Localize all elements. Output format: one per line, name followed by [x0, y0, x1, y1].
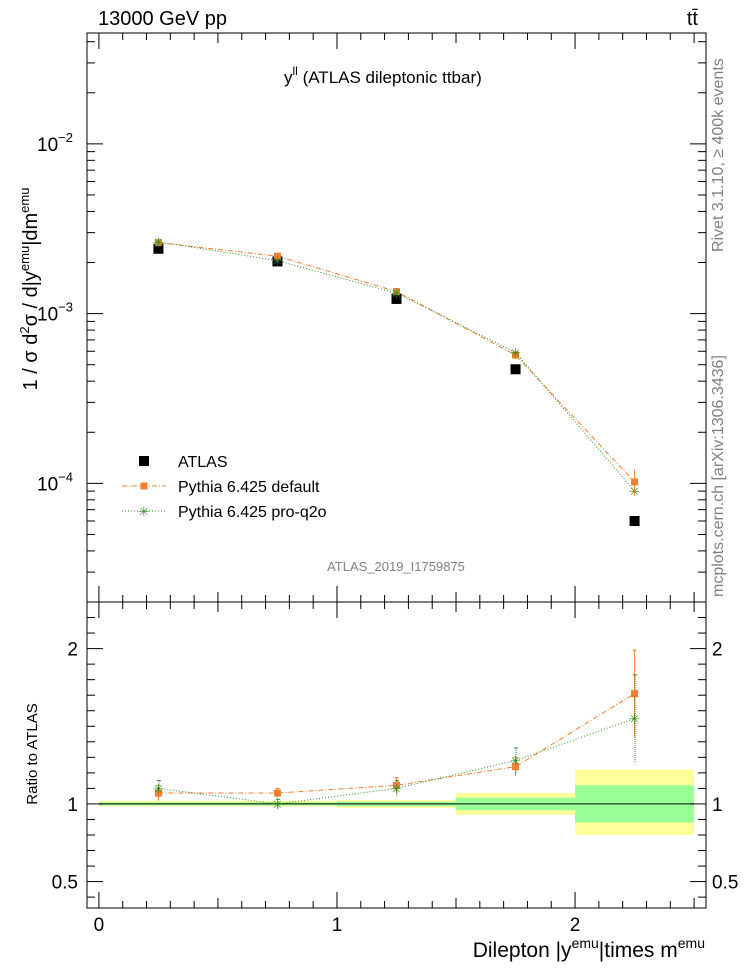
energy-label: 13000 GeV pp: [98, 8, 227, 30]
default-point: [512, 351, 520, 359]
x-axis-label: Dilepton |yemu|times memu: [473, 935, 705, 962]
ratio-default-point: [512, 763, 520, 771]
atlas-point: [153, 243, 164, 254]
proq2o-point: ✳: [272, 255, 283, 270]
ratio-plot-marks: ✳ ✳ ✳ ✳ ✳: [87, 602, 706, 908]
legend-default-marker: [140, 482, 148, 490]
ratio-ytick-label-right-2: 2: [712, 640, 723, 661]
xlabel-part-2: |times m: [599, 939, 678, 962]
legend: ATLAS Pythia 6.425 default ✳ Pythia 6.42…: [122, 454, 327, 521]
main-title-y: y: [284, 68, 293, 87]
analysis-watermark: ATLAS_2019_I1759875: [327, 559, 465, 574]
main-ytick-label-1: 10−3: [37, 300, 73, 326]
default-point: [273, 252, 281, 260]
ratio-default-point: [393, 781, 400, 789]
xlabel-sup-1: emu: [572, 935, 599, 951]
ratio-proq2o-point: ✳: [510, 754, 521, 769]
ratio-ytick-label-left-0: 0.5: [52, 873, 78, 894]
main-title-sup: ll: [293, 64, 298, 78]
ratio-ytick-label-left-2: 2: [67, 640, 78, 661]
proq2o-point: ✳: [510, 347, 521, 362]
xlabel-part-1: Dilepton |y: [473, 939, 572, 962]
main-title: yll (ATLAS dileptonic ttbar): [284, 64, 482, 87]
main-ylabel: 1 / σ d2σ / d|yemu|dmemu: [17, 188, 42, 391]
xlabel-sup-2: emu: [678, 935, 705, 951]
legend-proq2o-label: Pythia 6.425 pro-q2o: [178, 504, 327, 521]
ratio-default-point: [154, 789, 162, 797]
ratio-xtick-label-2: 2: [570, 915, 581, 936]
legend-proq2o-marker: ✳: [139, 505, 150, 520]
atlas-point: [629, 516, 640, 527]
ratio-ylabel: Ratio to ATLAS: [24, 703, 41, 804]
ratio-xtick-label-1: 1: [332, 915, 343, 936]
series-proq2o-line: [158, 241, 635, 492]
legend-default-label: Pythia 6.425 default: [178, 479, 320, 496]
ratio-default-point: [273, 789, 281, 797]
ratio-ytick-label-right-1: 1: [712, 795, 723, 816]
main-ytick-label-2: 10−2: [37, 130, 73, 156]
atlas-point: [272, 256, 283, 267]
ratio-ytick-label-left-1: 1: [67, 795, 78, 816]
main-plot-marks: ✳ ✳ ✳ ✳ ✳: [87, 33, 706, 603]
default-point: [154, 239, 162, 247]
legend-atlas-marker: [139, 456, 149, 466]
atlas-point: [510, 364, 521, 375]
ratio-proq2o-point: ✳: [153, 782, 164, 797]
ratio-proq2o-point: ✳: [629, 712, 640, 727]
proq2o-point: ✳: [153, 236, 164, 251]
series-default-line: [158, 242, 635, 483]
default-point: [393, 287, 400, 295]
process-label: tt̄: [687, 8, 699, 30]
proq2o-point: ✳: [391, 287, 402, 302]
rivet-label: Rivet 3.1.10, ≥ 400k events: [710, 58, 727, 252]
main-title-rest: (ATLAS dileptonic ttbar): [298, 68, 482, 87]
main-ytick-label-0: 10−4: [37, 469, 73, 495]
mcplots-label: mcplots.cern.ch [arXiv:1306.3436]: [710, 355, 727, 597]
atlas-point: [391, 293, 402, 304]
ratio-plot-frame: [86, 601, 707, 909]
ratio-proq2o-point: ✳: [391, 782, 402, 797]
ratio-xtick-label-0: 0: [94, 915, 105, 936]
ratio-proq2o-point: ✳: [272, 798, 283, 813]
ratio-default-point: [631, 690, 639, 698]
legend-atlas-label: ATLAS: [178, 454, 228, 471]
ratio-ytick-label-right-0: 0.5: [712, 873, 738, 894]
